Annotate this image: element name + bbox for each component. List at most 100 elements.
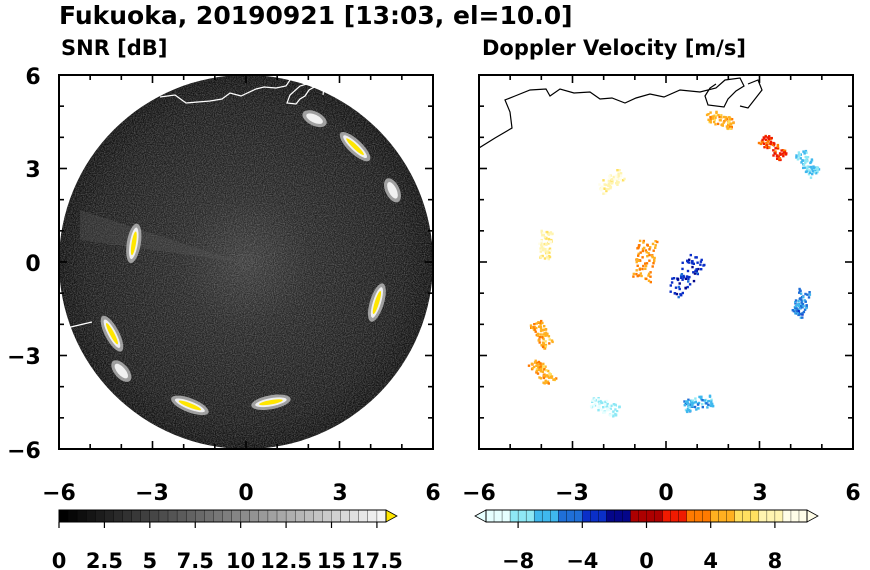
velocity-colorbar-cell	[630, 509, 639, 523]
velocity-echo-pixel	[809, 160, 813, 164]
velocity-echo-pixel	[597, 400, 600, 403]
velocity-echo-pixel	[533, 323, 536, 326]
velocity-echo-pixel	[708, 395, 712, 398]
velocity-echo-pixel	[542, 333, 545, 336]
velocity-echo-pixel	[537, 363, 540, 366]
velocity-echo-pixel	[709, 111, 712, 114]
velocity-colorbar-cell	[774, 509, 784, 523]
snr-ytick-neg3: −3	[7, 345, 41, 370]
snr-echo-bright	[114, 363, 128, 379]
velocity-echo-pixel	[671, 277, 674, 280]
velocity-echo-pixel	[768, 135, 771, 138]
velocity-echo-pixel	[640, 274, 643, 278]
velocity-echo-pixel	[644, 262, 647, 265]
snr-colorbar-cell	[340, 509, 351, 523]
snr-xtick-0: 0	[238, 481, 253, 506]
velocity-echo-pixel	[593, 398, 596, 401]
velocity-echo-pixel	[538, 325, 541, 328]
velocity-echo-pixel	[541, 345, 545, 348]
snr-noise-texture	[59, 75, 433, 449]
velocity-echo-pixel	[804, 161, 807, 164]
velocity-echo-pixel	[785, 152, 788, 155]
velocity-echo-pixel	[678, 287, 681, 291]
velocity-echo-pixel	[541, 370, 545, 373]
snr-xtick-3: 3	[332, 481, 347, 506]
velocity-echo-pixel	[709, 116, 712, 119]
velocity-echo-pixel	[780, 149, 783, 152]
velocity-colorbar-cell	[574, 509, 583, 523]
velocity-echo-pixel	[692, 271, 695, 274]
velocity-echo-pixel	[639, 259, 642, 262]
velocity-echo-pixel	[550, 339, 554, 342]
velocity-echo-pixel	[687, 403, 690, 407]
velocity-echo-pixel	[719, 114, 722, 117]
velocity-echo-pixel	[677, 285, 681, 289]
velocity-echo-pixel	[697, 401, 701, 405]
velocity-echo-pixel	[609, 174, 612, 177]
velocity-echo-pixel	[538, 242, 541, 245]
velocity-echo-pixel	[686, 260, 690, 264]
velocity-echo-pixel	[615, 181, 619, 185]
velocity-echo-pixel	[681, 291, 684, 295]
velocity-echo-pixel	[794, 308, 797, 311]
velocity-echo-pixel	[602, 411, 605, 414]
velocity-echo-pixel	[609, 187, 612, 190]
velocity-colorbar-extend-high	[806, 509, 819, 523]
velocity-echo-pixel	[642, 241, 645, 244]
velocity-echo-pixel	[612, 175, 615, 179]
velocity-echo-pixel	[691, 260, 694, 263]
velocity-echo-pixel	[536, 332, 540, 336]
snr-echo-core	[130, 231, 137, 256]
velocity-echo-pixel	[533, 361, 537, 364]
velocity-echo-pixel	[769, 142, 772, 146]
velocity-colorbar-cell	[726, 509, 736, 523]
snr-colorbar-cell	[176, 509, 187, 523]
velocity-echo-pixel	[808, 171, 812, 174]
velocity-echo-pixel	[720, 116, 723, 119]
velocity-echo-pixel	[547, 335, 551, 338]
velocity-echo-pixel	[600, 408, 603, 412]
velocity-echo-pixel	[797, 304, 800, 307]
velocity-echo-pixel	[797, 155, 801, 158]
velocity-echo-pixel	[613, 178, 616, 181]
velocity-echo-pixel	[701, 403, 704, 406]
velocity-echo-pixel	[694, 401, 697, 404]
velocity-echo-pixel	[802, 150, 805, 153]
velocity-echo-pixel	[608, 184, 611, 188]
velocity-echo-pixel	[713, 120, 716, 124]
velocity-echo-pixel	[764, 145, 768, 148]
velocity-echo-pixel	[605, 399, 609, 403]
velocity-echo-pixel	[682, 274, 685, 278]
snr-colorbar-label: 12.5	[260, 549, 312, 570]
velocity-colorbar-cell	[622, 509, 631, 523]
velocity-echo-pixel	[797, 302, 800, 306]
snr-colorbar-cell	[240, 509, 251, 523]
velocity-echo-pixel	[636, 264, 639, 267]
velocity-echo-pixel	[796, 312, 800, 315]
velocity-echo-pixel	[729, 127, 732, 130]
snr-colorbar-cell	[222, 509, 233, 523]
velocity-echo-pixel	[707, 399, 711, 403]
velocity-echo-pixel	[545, 334, 549, 337]
velocity-echo-pixel	[677, 295, 680, 299]
velocity-colorbar-cell	[742, 509, 752, 523]
velocity-echo-pixel	[691, 265, 694, 269]
velocity-echo-pixel	[612, 403, 616, 406]
velocity-echo-pixel	[764, 135, 767, 138]
snr-colorbar-cell	[140, 509, 151, 523]
velocity-echo-pixel	[541, 366, 544, 369]
velocity-echo-pixel	[612, 414, 615, 417]
velocity-echo-pixel	[687, 280, 690, 283]
velocity-echo-pixel	[707, 403, 710, 406]
velocity-echo-pixel	[711, 116, 714, 119]
velocity-echo-pixel	[616, 169, 619, 172]
velocity-colorbar-cell	[758, 509, 768, 523]
velocity-echo-pixel	[555, 377, 558, 380]
velocity-echo-pixel	[806, 169, 810, 173]
velocity-echo-pixel	[647, 252, 650, 255]
velocity-echo-pixel	[798, 287, 801, 291]
velocity-plot-area	[479, 75, 853, 449]
velocity-echo-pixel	[701, 405, 704, 409]
velocity-echo-pixel	[543, 368, 546, 371]
snr-ytick-6: 6	[25, 65, 40, 90]
